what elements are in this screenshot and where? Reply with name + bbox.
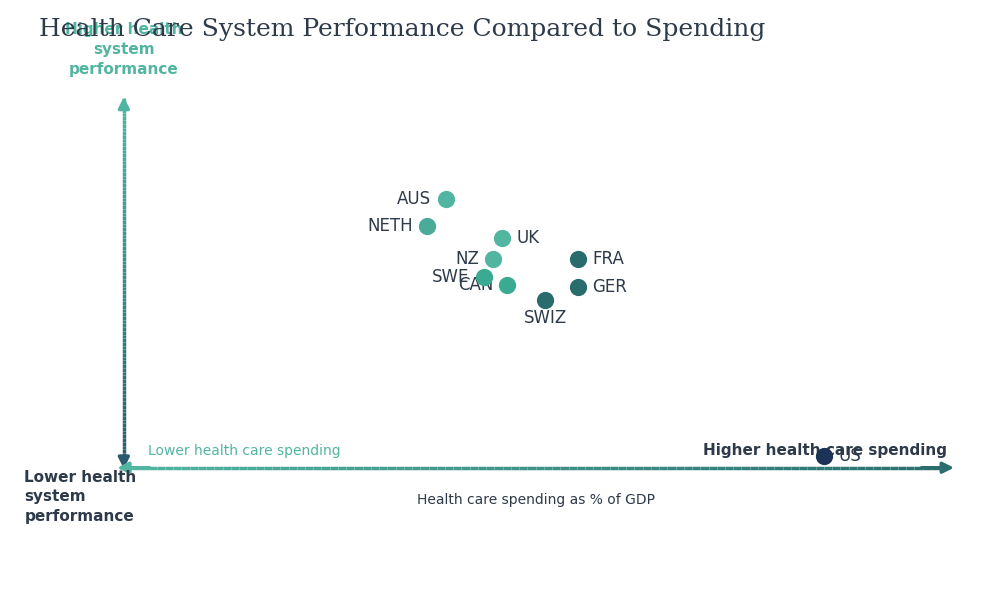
Text: AUS: AUS bbox=[397, 190, 432, 208]
Text: NZ: NZ bbox=[455, 250, 479, 269]
Text: Higher health
system
performance: Higher health system performance bbox=[65, 22, 182, 77]
Text: US: US bbox=[838, 447, 861, 465]
Point bbox=[570, 255, 586, 264]
Text: Health Care System Performance Compared to Spending: Health Care System Performance Compared … bbox=[39, 18, 766, 41]
Point bbox=[816, 451, 832, 461]
Text: FRA: FRA bbox=[593, 250, 624, 269]
Text: SWIZ: SWIZ bbox=[524, 309, 567, 327]
Point bbox=[485, 255, 501, 264]
Point bbox=[537, 296, 553, 305]
Point bbox=[438, 194, 454, 204]
Text: Higher health care spending: Higher health care spending bbox=[703, 443, 948, 458]
Text: Lower health
system
performance: Lower health system performance bbox=[25, 469, 137, 524]
Point bbox=[495, 233, 511, 243]
Text: CAN: CAN bbox=[458, 276, 493, 294]
Text: GER: GER bbox=[593, 278, 627, 296]
Text: SWE: SWE bbox=[432, 268, 469, 286]
Point bbox=[419, 221, 435, 231]
Text: Lower health care spending: Lower health care spending bbox=[148, 444, 340, 458]
Text: UK: UK bbox=[517, 229, 539, 247]
Text: Health care spending as % of GDP: Health care spending as % of GDP bbox=[417, 493, 655, 507]
Point bbox=[499, 280, 515, 289]
Point bbox=[475, 272, 491, 282]
Point bbox=[570, 282, 586, 292]
Text: NETH: NETH bbox=[367, 217, 412, 236]
